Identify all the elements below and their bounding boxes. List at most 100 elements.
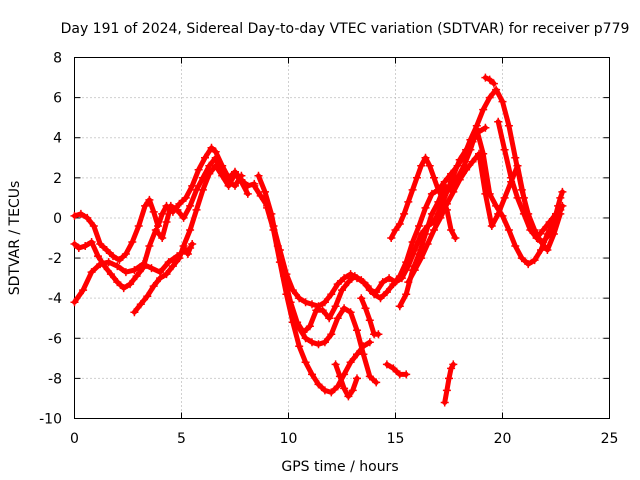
data-point-marker: [402, 290, 411, 299]
data-point-marker: [102, 246, 111, 254]
data-point-marker: [331, 302, 340, 311]
data-point-marker: [94, 252, 102, 261]
data-point-marker: [402, 370, 411, 379]
data-point-marker: [447, 169, 456, 178]
data-point-marker: [365, 372, 374, 381]
data-point-marker: [128, 238, 137, 246]
series-group: [440, 360, 458, 407]
data-point-marker: [556, 193, 565, 202]
data-point-marker: [113, 262, 122, 271]
data-point-marker: [466, 145, 475, 154]
data-point-marker: [308, 338, 316, 347]
data-point-marker: [498, 97, 507, 106]
data-point-marker: [327, 290, 336, 299]
data-point-marker: [511, 242, 520, 250]
data-point-marker: [149, 282, 158, 291]
data-point-marker: [175, 199, 184, 208]
data-point-marker: [162, 270, 171, 279]
data-point-marker: [96, 240, 105, 248]
data-point-marker: [340, 304, 349, 313]
data-point-marker: [164, 258, 173, 267]
data-point-marker: [156, 268, 165, 277]
data-point-marker: [500, 193, 509, 202]
data-point-marker: [301, 334, 310, 343]
y-tick-label: 0: [53, 211, 62, 227]
series-trace: [72, 247, 189, 305]
data-point-marker: [81, 242, 90, 250]
data-point-marker: [494, 209, 503, 218]
data-point-marker: [87, 238, 96, 246]
data-point-marker: [507, 173, 516, 182]
data-point-marker: [261, 187, 269, 196]
data-point-marker: [188, 181, 197, 190]
data-point-marker: [430, 226, 438, 234]
series-trace: [384, 361, 409, 377]
data-point-marker: [301, 298, 310, 307]
data-point-marker: [462, 165, 471, 174]
data-point-marker: [513, 193, 522, 202]
data-point-marker: [348, 386, 357, 395]
data-point-marker: [427, 209, 436, 218]
data-point-marker: [340, 384, 349, 393]
x-tick-label: 15: [387, 431, 405, 447]
data-point-marker: [519, 209, 528, 218]
data-point-marker: [451, 234, 460, 242]
data-point-marker: [256, 191, 265, 200]
data-point-marker: [447, 226, 456, 234]
data-point-marker: [139, 260, 147, 269]
data-point-marker: [173, 252, 182, 261]
data-point-marker: [335, 372, 344, 381]
data-point-marker: [417, 161, 426, 170]
data-point-marker: [211, 161, 220, 170]
y-tick-label: -10: [39, 412, 62, 428]
data-point-marker: [333, 314, 342, 323]
data-point-marker: [481, 73, 490, 82]
data-point-marker: [427, 189, 436, 198]
data-point-marker: [318, 306, 327, 315]
data-point-marker: [346, 308, 355, 317]
data-point-marker: [344, 278, 353, 287]
data-point-marker: [314, 340, 323, 349]
data-point-marker: [158, 234, 167, 242]
data-point-marker: [537, 246, 545, 254]
grid: [74, 57, 610, 419]
data-point-marker: [524, 260, 533, 269]
data-point-marker: [353, 326, 361, 335]
data-point-marker: [513, 161, 522, 170]
data-point-marker: [109, 252, 117, 261]
data-point-marker: [74, 244, 83, 252]
data-point-marker: [472, 125, 481, 134]
data-point-marker: [106, 270, 115, 279]
series-group: [288, 304, 381, 387]
series-trace: [72, 155, 244, 291]
series-trace: [495, 119, 559, 241]
x-tick-label: 20: [494, 431, 512, 447]
data-point-marker: [288, 310, 297, 319]
series-trace: [256, 87, 563, 335]
data-point-marker: [365, 338, 374, 347]
series-trace: [264, 205, 373, 395]
data-point-marker: [468, 157, 477, 166]
data-point-marker: [494, 117, 503, 126]
data-point-marker: [455, 175, 464, 184]
data-point-marker: [389, 280, 398, 289]
data-point-marker: [526, 226, 535, 234]
data-point-marker: [89, 222, 98, 230]
data-point-marker: [410, 266, 419, 275]
data-point-marker: [357, 276, 366, 285]
data-series: [70, 73, 567, 407]
data-point-marker: [141, 201, 150, 210]
y-axis-label: SDTVAR / TECUs: [7, 181, 23, 296]
data-point-marker: [395, 302, 404, 311]
data-point-marker: [333, 280, 342, 289]
data-point-marker: [243, 189, 252, 198]
data-point-marker: [186, 226, 195, 234]
data-point-marker: [269, 226, 278, 234]
data-point-marker: [412, 173, 421, 182]
data-point-marker: [382, 288, 391, 297]
data-point-marker: [275, 258, 284, 267]
data-point-marker: [511, 153, 520, 162]
data-point-marker: [158, 209, 167, 218]
data-point-marker: [408, 185, 417, 194]
data-point-marker: [545, 230, 554, 238]
